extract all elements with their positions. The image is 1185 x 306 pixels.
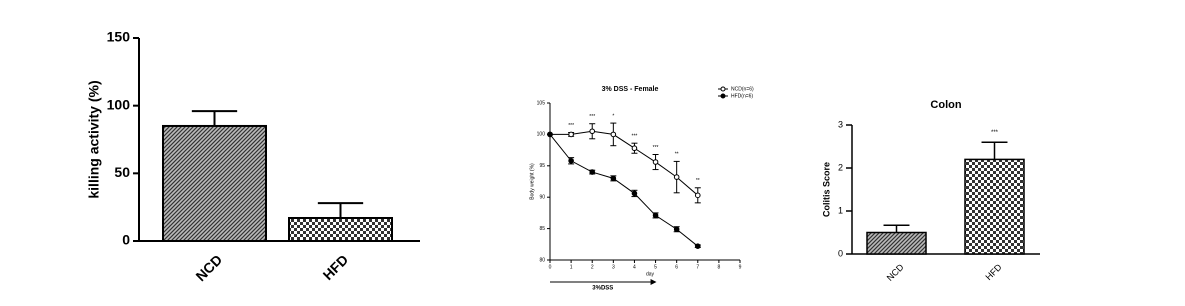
- y-axis-label: killing activity (%): [86, 80, 102, 198]
- x-tick-label: 6: [675, 264, 678, 270]
- x-tick-label: HFD: [320, 251, 352, 283]
- chart-title: 3% DSS - Female: [602, 86, 659, 93]
- y-tick-label: 3: [838, 119, 843, 129]
- series-line: [549, 134, 699, 247]
- data-point: [673, 226, 680, 233]
- y-axis-label: Colitis Score: [821, 162, 831, 217]
- legend-marker: [720, 86, 726, 92]
- y-tick-label: 95: [539, 163, 545, 169]
- x-tick-label: NCD: [192, 251, 225, 284]
- x-axis-label: day: [646, 271, 655, 277]
- significance-label: **: [675, 152, 679, 158]
- data-point: [652, 212, 659, 219]
- treatment-label: 3%DSS: [592, 286, 613, 292]
- y-tick-label: 80: [539, 257, 545, 263]
- x-tick-label: HFD: [983, 262, 1004, 283]
- x-tick-label: 3: [612, 264, 615, 270]
- x-tick-label: 1: [570, 264, 573, 270]
- x-tick-label: 8: [717, 264, 720, 270]
- x-tick-label: 4: [633, 264, 636, 270]
- x-tick-label: 7: [696, 264, 699, 270]
- data-point: [631, 145, 638, 152]
- y-tick-label: 2: [838, 162, 843, 172]
- legend-label: NCD(n=6): [731, 86, 754, 92]
- y-axis-label: Body weight (%): [529, 163, 535, 200]
- y-tick-label: 0: [122, 232, 130, 248]
- y-tick-label: 100: [107, 96, 131, 112]
- data-point: [568, 131, 574, 138]
- y-tick-label: 1: [838, 205, 843, 215]
- x-tick-label: 0: [549, 264, 552, 270]
- significance-label: ***: [991, 130, 999, 136]
- significance-label: ***: [632, 134, 638, 140]
- data-point: [652, 159, 659, 165]
- y-tick-label: 100: [537, 132, 546, 138]
- data-point: [547, 131, 553, 138]
- data-point: [610, 175, 617, 182]
- x-tick-label: NCD: [885, 262, 906, 283]
- significance-label: ***: [653, 145, 659, 151]
- series-line: [550, 130, 699, 196]
- significance-label: **: [696, 178, 700, 184]
- bar: [162, 124, 267, 242]
- y-tick-label: 50: [114, 164, 130, 180]
- data-point: [610, 131, 617, 138]
- y-tick-label: 90: [539, 195, 545, 201]
- bar: [964, 158, 1025, 255]
- data-point: [673, 174, 680, 180]
- y-tick-label: 85: [539, 226, 545, 232]
- legend-marker: [720, 93, 726, 99]
- data-point: [568, 157, 574, 164]
- data-point: [589, 128, 596, 135]
- data-point: [631, 190, 638, 197]
- y-tick-label: 105: [537, 100, 546, 106]
- significance-label: *: [612, 113, 614, 119]
- x-tick-label: 5: [654, 264, 657, 270]
- significance-label: ***: [568, 123, 574, 129]
- bar: [288, 216, 393, 242]
- bar: [866, 231, 927, 255]
- legend-label: HFD(n=6): [731, 93, 753, 99]
- chart-title: Colon: [930, 99, 961, 111]
- data-point: [694, 192, 701, 199]
- x-tick-label: 2: [591, 264, 594, 270]
- significance-label: ***: [589, 114, 595, 120]
- data-point: [589, 169, 596, 175]
- y-tick-label: 150: [107, 29, 131, 45]
- data-point: [694, 243, 701, 249]
- x-tick-label: 9: [739, 264, 742, 270]
- y-tick-label: 0: [838, 248, 843, 258]
